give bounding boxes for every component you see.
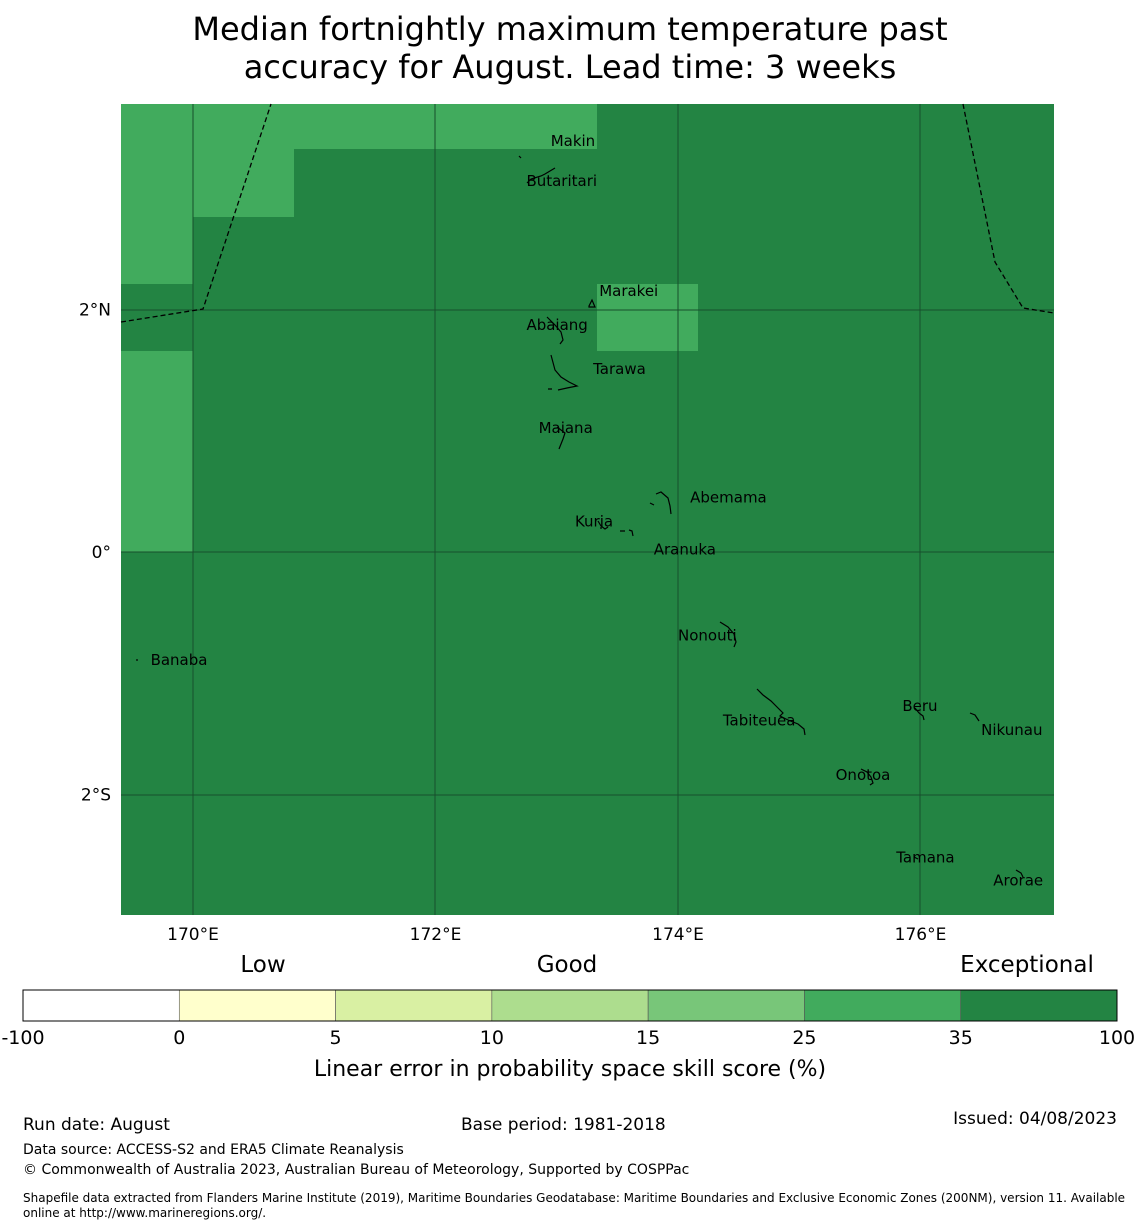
colorbar-swatch <box>647 989 805 1022</box>
eez-boundaries <box>120 103 1055 323</box>
place-label-tabiteuea: Tabiteuea <box>722 711 796 729</box>
colorbar-category-label: Good <box>537 952 598 978</box>
place-label-makin: Makin <box>551 132 596 150</box>
colorbar-tick-label: 35 <box>949 1027 973 1049</box>
y-tick-label: 2°N <box>79 301 111 321</box>
colorbar-category-label: Low <box>240 952 285 978</box>
place-label-marakei: Marakei <box>599 282 658 300</box>
coast-marakei <box>588 298 596 308</box>
coast-nonouti <box>719 621 737 648</box>
coast-arorae <box>1015 869 1024 878</box>
eez-boundary-east <box>962 103 1055 314</box>
place-label-tamana: Tamana <box>895 848 954 866</box>
island-coastlines <box>136 155 1024 878</box>
colorbar-label: Linear error in probability space skill … <box>314 1057 826 1082</box>
base-period: Base period: 1981-2018 <box>461 1115 666 1135</box>
place-label-kuria: Kuria <box>575 513 613 531</box>
title-line-1: Median fortnightly maximum temperature p… <box>192 10 948 48</box>
coast-maiana <box>556 426 566 450</box>
coast-aranuka <box>620 529 634 537</box>
data-source: Data source: ACCESS-S2 and ERA5 Climate … <box>23 1142 404 1158</box>
coast-onotoa <box>860 768 874 786</box>
run-date: Run date: August <box>23 1115 170 1135</box>
map-gridlines <box>121 104 1054 915</box>
place-label-banaba: Banaba <box>151 651 208 669</box>
colorbar-category-label: Exceptional <box>960 952 1094 978</box>
colorbar-categories: Low Good Exceptional <box>240 952 1093 978</box>
coast-tamana <box>913 856 919 860</box>
place-label-aranuka: Aranuka <box>654 540 716 558</box>
coast-nikunau <box>969 712 980 722</box>
eez-boundary-west <box>120 103 272 323</box>
coast-tabiteuea <box>756 688 806 736</box>
place-label-beru: Beru <box>902 697 937 715</box>
light-cell-marakei <box>597 284 698 351</box>
colorbar-tick-label: 100 <box>1099 1027 1135 1049</box>
coast-beru <box>914 707 925 721</box>
place-labels: Makin Butaritari Marakei Abaiang Tarawa Maian… <box>151 132 1044 890</box>
place-label-tarawa: Tarawa <box>592 360 646 378</box>
light-cell-west <box>121 351 193 552</box>
map-figure: Makin Butaritari Marakei Abaiang Tarawa Maian… <box>1 103 1135 1082</box>
place-label-nonouti: Nonouti <box>678 627 737 645</box>
chart-title: Median fortnightly maximum temperature p… <box>0 10 1140 86</box>
place-label-butaritari: Butaritari <box>526 172 597 190</box>
shapefile-credit: Shapefile data extracted from Flanders M… <box>23 1191 1126 1220</box>
colorbar-swatch <box>804 989 962 1022</box>
y-tick-label: 2°S <box>81 786 111 806</box>
place-label-nikunau: Nikunau <box>981 721 1042 739</box>
place-label-arorae: Arorae <box>993 871 1043 889</box>
coast-abaiang <box>546 316 564 345</box>
x-tick-label: 170°E <box>167 925 219 945</box>
x-tick-label: 172°E <box>410 925 462 945</box>
place-label-onotoa: Onotoa <box>836 766 891 784</box>
colorbar-swatch <box>335 989 493 1022</box>
colorbar-tick-label: 5 <box>330 1027 342 1049</box>
colorbar-tick-label: 10 <box>480 1027 504 1049</box>
colorbar-swatch <box>22 989 180 1022</box>
place-label-abemama: Abemama <box>690 488 767 506</box>
y-tick-label: 0° <box>92 543 111 563</box>
colorbar-outline <box>22 989 1118 1022</box>
colorbar: Low Good Exceptional -100 0 5 10 15 25 35 100 Lin… <box>1 952 1135 1082</box>
colorbar-swatch <box>178 989 336 1022</box>
place-label-abaiang: Abaiang <box>526 316 587 334</box>
x-tick-label: 176°E <box>895 925 947 945</box>
place-label-maiana: Maiana <box>539 419 593 437</box>
colorbar-tick-label: 25 <box>792 1027 816 1049</box>
coast-abemama <box>649 491 672 515</box>
coast-makin <box>518 155 522 159</box>
light-skill-cells <box>121 104 698 552</box>
map-background <box>121 104 1054 915</box>
coast-tarawa <box>548 354 579 391</box>
copyright: © Commonwealth of Australia 2023, Austra… <box>23 1162 690 1178</box>
colorbar-tick-label: 15 <box>636 1027 660 1049</box>
coast-kuria <box>597 520 609 530</box>
axis-ticks: 170°E 172°E 174°E 176°E 2°N 0° 2°S <box>79 301 946 946</box>
colorbar-swatches <box>22 989 1118 1022</box>
light-cell-northwest <box>121 104 597 284</box>
colorbar-tick-label: -100 <box>1 1027 44 1049</box>
title-line-2: accuracy for August. Lead time: 3 weeks <box>243 48 897 86</box>
colorbar-ticks: -100 0 5 10 15 25 35 100 <box>1 1027 1135 1049</box>
issued-date: Issued: 04/08/2023 <box>953 1109 1117 1129</box>
coast-butaritari <box>526 167 556 184</box>
colorbar-swatch <box>491 989 649 1022</box>
colorbar-swatch <box>960 989 1118 1022</box>
colorbar-tick-label: 0 <box>173 1027 185 1049</box>
x-tick-label: 174°E <box>652 925 704 945</box>
